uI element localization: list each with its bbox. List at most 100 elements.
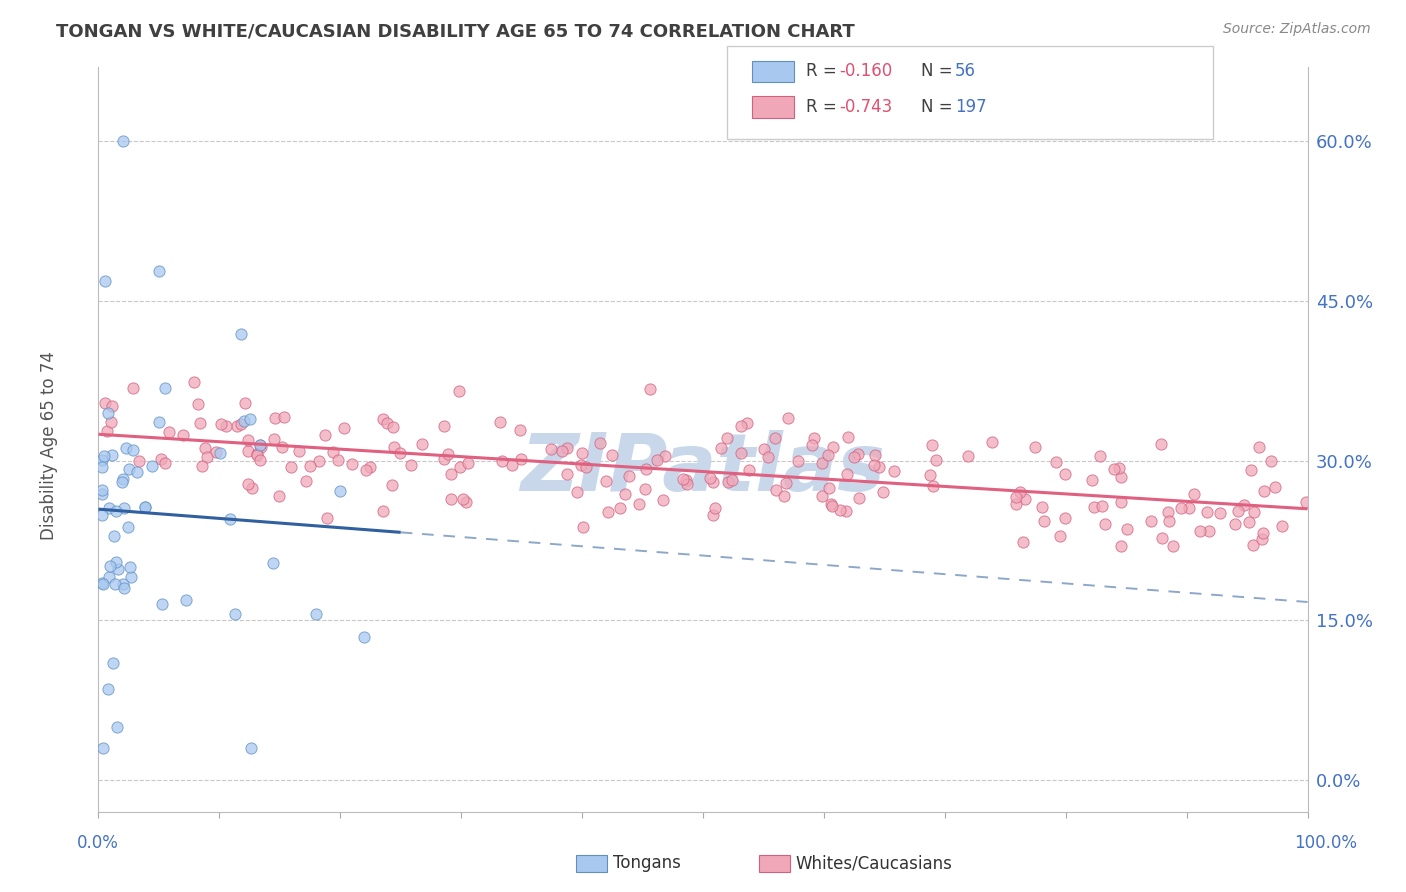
Point: [269, 489, 291, 503]
Point: [141, 458, 163, 473]
Text: -0.160: -0.160: [839, 62, 893, 80]
Point: [120, 560, 142, 574]
Point: [1005, 490, 1028, 504]
Point: [249, 440, 271, 454]
Point: [589, 435, 612, 450]
Point: [1032, 514, 1054, 528]
Point: [273, 409, 295, 424]
Point: [96, 424, 118, 438]
Text: N =: N =: [921, 62, 957, 80]
Point: [1239, 515, 1261, 529]
Point: [1157, 505, 1180, 519]
Point: [229, 327, 252, 342]
Point: [1012, 535, 1035, 549]
Point: [91, 459, 114, 474]
Text: Tongans: Tongans: [613, 855, 681, 872]
Point: [1090, 449, 1112, 463]
Point: [1108, 460, 1130, 475]
Point: [491, 454, 513, 468]
Point: [134, 500, 156, 514]
Point: [1094, 517, 1116, 532]
Point: [118, 461, 141, 475]
Text: 100.0%: 100.0%: [1294, 834, 1357, 852]
Point: [308, 453, 330, 467]
Point: [100, 415, 122, 429]
Point: [710, 441, 733, 455]
Point: [188, 416, 211, 430]
Point: [236, 477, 259, 491]
Point: [195, 450, 218, 464]
Point: [454, 495, 477, 509]
Point: [112, 576, 135, 591]
Point: [957, 449, 980, 463]
Point: [883, 464, 905, 478]
Point: [381, 478, 404, 492]
Point: [811, 457, 834, 471]
Point: [920, 468, 942, 483]
Point: [921, 438, 943, 452]
Point: [91, 453, 114, 467]
Point: [801, 438, 824, 452]
Point: [172, 428, 194, 442]
Point: [449, 384, 471, 398]
Point: [93, 449, 115, 463]
Point: [121, 381, 143, 395]
Text: Source: ZipAtlas.com: Source: ZipAtlas.com: [1223, 22, 1371, 37]
Point: [209, 417, 232, 431]
Point: [702, 508, 724, 522]
Point: [411, 437, 433, 451]
Point: [246, 447, 269, 461]
Text: Disability Age 65 to 74: Disability Age 65 to 74: [41, 351, 58, 541]
Point: [111, 472, 134, 486]
Point: [489, 415, 512, 429]
Point: [555, 467, 578, 481]
Point: [97, 682, 120, 697]
Point: [105, 720, 128, 734]
Point: [571, 446, 593, 460]
Point: [834, 503, 856, 517]
Point: [148, 264, 170, 278]
Point: [1182, 487, 1205, 501]
Point: [1295, 494, 1317, 508]
Point: [752, 442, 775, 457]
Point: [551, 444, 574, 458]
Point: [501, 458, 523, 472]
Text: 56: 56: [955, 62, 976, 80]
Point: [1150, 437, 1173, 451]
Point: [787, 454, 810, 468]
Point: [828, 502, 851, 516]
Point: [103, 528, 125, 542]
Point: [238, 433, 260, 447]
Point: [842, 450, 865, 465]
Point: [820, 497, 842, 511]
Point: [1081, 473, 1104, 487]
Point: [328, 453, 350, 467]
Point: [440, 467, 463, 481]
Point: [1049, 529, 1071, 543]
Point: [359, 460, 381, 475]
Point: [510, 451, 533, 466]
Point: [922, 478, 945, 492]
Point: [773, 489, 796, 503]
Point: [756, 450, 779, 464]
Point: [675, 473, 697, 487]
Point: [1159, 514, 1181, 528]
Point: [153, 456, 176, 470]
Point: [1109, 470, 1132, 484]
Point: [91, 487, 114, 501]
Point: [634, 482, 657, 496]
Point: [765, 431, 787, 445]
Point: [105, 556, 128, 570]
Point: [821, 499, 844, 513]
Point: [316, 510, 339, 524]
Point: [1209, 506, 1232, 520]
Point: [1045, 455, 1067, 469]
Point: [717, 475, 740, 489]
Point: [571, 458, 593, 472]
Point: [262, 557, 284, 571]
Point: [112, 582, 135, 596]
Point: [115, 441, 138, 455]
Point: [730, 445, 752, 459]
Point: [194, 441, 217, 455]
Point: [94, 274, 117, 288]
